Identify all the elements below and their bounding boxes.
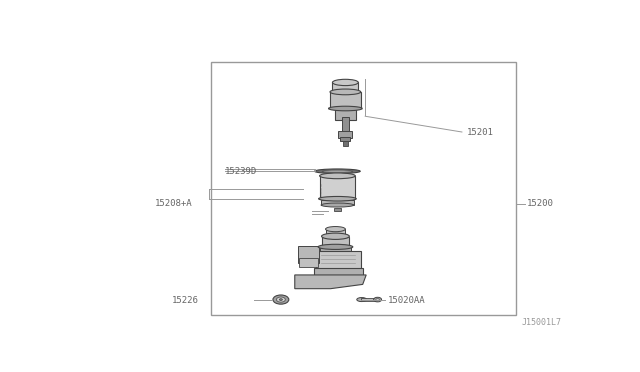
Ellipse shape [319,196,356,201]
Bar [211,62,516,315]
Bar [326,230,345,235]
Text: J15001L7: J15001L7 [521,318,561,327]
Bar [332,83,358,91]
Bar [361,298,376,301]
Text: 15200: 15200 [527,199,553,208]
Ellipse shape [376,299,380,301]
Bar [300,258,318,267]
Bar [335,109,356,120]
Bar [330,92,361,108]
Bar [343,141,348,146]
Ellipse shape [374,297,381,302]
Ellipse shape [326,227,346,232]
Bar [316,251,361,270]
Bar [342,117,349,135]
Text: 15208+A: 15208+A [154,199,192,208]
Bar [298,246,319,263]
Ellipse shape [321,233,349,240]
Bar [321,200,354,205]
Ellipse shape [321,203,354,207]
Ellipse shape [356,298,367,302]
Ellipse shape [328,106,362,111]
Bar [319,176,355,199]
Bar [319,247,351,253]
Ellipse shape [330,89,361,95]
Ellipse shape [276,297,285,302]
Ellipse shape [315,169,360,173]
Text: 15226: 15226 [172,296,198,305]
Bar [340,137,350,141]
Bar [334,208,341,211]
Bar [339,131,352,138]
Ellipse shape [318,244,353,250]
Polygon shape [295,275,366,289]
Bar [314,268,364,276]
Ellipse shape [280,299,282,301]
Ellipse shape [273,295,289,304]
Ellipse shape [332,79,358,86]
Text: 15239D: 15239D [225,167,257,176]
Bar [321,237,349,246]
Ellipse shape [319,173,355,179]
Text: 15020AA: 15020AA [388,296,425,305]
Bar [317,275,360,280]
Text: 15201: 15201 [467,128,493,137]
Ellipse shape [322,170,353,173]
